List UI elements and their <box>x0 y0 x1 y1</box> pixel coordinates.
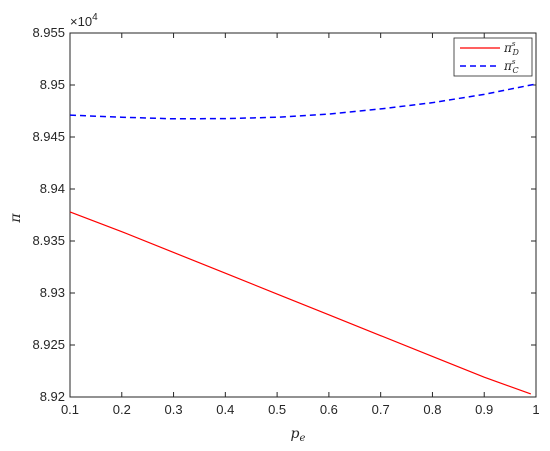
legend-box <box>453 37 533 77</box>
legend-label-pi-c-sup: s <box>512 58 516 66</box>
x-axis-label: pe <box>291 426 306 444</box>
legend-label-pi-c-sub: C <box>512 66 518 75</box>
legend-label-pi-d-sub: D <box>511 48 519 57</box>
y-tick-label: 8.955 <box>32 25 65 40</box>
y-axis-exponent-base: ×10 <box>70 14 92 29</box>
series-line-d <box>69 211 532 395</box>
x-axis-label-sub: e <box>300 433 306 444</box>
x-axis-label-main: p <box>291 426 300 442</box>
legend-label-pi-c-main: π <box>503 59 513 73</box>
y-axis-label: π <box>8 213 24 224</box>
legend-label-pi-d-main: π <box>503 41 513 55</box>
x-axis-ticks: 0.1 0.2 0.3 0.4 0.5 0.6 0.7 0.8 0.9 1 <box>61 33 540 417</box>
x-tick-label: 0.8 <box>423 402 441 417</box>
y-tick-label: 8.925 <box>32 337 65 352</box>
x-tick-label: 0.6 <box>320 402 338 417</box>
y-axis-exponent-label: ×104 <box>70 12 98 29</box>
series-line-c <box>69 83 537 120</box>
legend: πs D πs C <box>453 37 533 77</box>
x-tick-label: 0.2 <box>113 402 131 417</box>
y-axis-exponent-power: 4 <box>92 12 98 23</box>
x-tick-label: 0.5 <box>268 402 286 417</box>
x-tick-label: 0.3 <box>165 402 183 417</box>
legend-label-pi-d-sup: s <box>512 40 516 48</box>
y-tick-label: 8.94 <box>40 181 65 196</box>
x-tick-label: 0.4 <box>216 402 234 417</box>
y-tick-label: 8.92 <box>40 389 65 404</box>
y-tick-label: 8.95 <box>40 77 65 92</box>
x-tick-label: 0.1 <box>61 402 79 417</box>
y-tick-label: 8.93 <box>40 285 65 300</box>
x-tick-label: 0.9 <box>475 402 493 417</box>
series-lines <box>69 83 537 395</box>
legend-label-pi-d: πs D <box>503 40 519 57</box>
y-axis-ticks: 8.92 8.925 8.93 8.935 8.94 8.945 8.95 8.955 <box>32 25 536 404</box>
x-tick-label: 0.7 <box>372 402 390 417</box>
y-tick-label: 8.945 <box>32 129 65 144</box>
plot-area <box>69 32 537 398</box>
x-tick-label: 1 <box>532 402 539 417</box>
legend-label-pi-c: πs C <box>503 58 519 75</box>
y-tick-label: 8.935 <box>32 233 65 248</box>
